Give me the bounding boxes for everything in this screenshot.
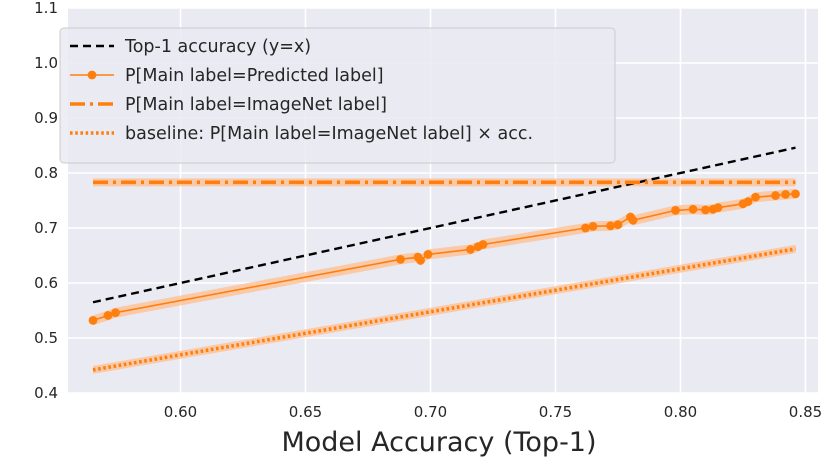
data-point	[103, 311, 113, 320]
legend-marker	[87, 70, 97, 80]
data-point	[606, 221, 615, 231]
y-tick-label: 0.9	[34, 109, 58, 127]
data-point	[466, 245, 475, 254]
data-point	[478, 240, 488, 249]
x-tick-label: 0.60	[164, 403, 197, 421]
legend: Top-1 accuracy (y=x) P[Main label=Predict…	[59, 27, 616, 164]
series-line	[92, 247, 796, 372]
y-tick-label: 1.0	[34, 54, 58, 72]
x-tick-label: 0.85	[789, 403, 822, 421]
confidence-band	[93, 244, 796, 374]
y-tick-label: 1.1	[34, 0, 58, 17]
y-tick-label: 0.8	[34, 164, 58, 182]
legend-label: baseline: P[Main label=ImageNet label] ×…	[125, 124, 533, 144]
y-tick-label: 0.4	[34, 384, 58, 402]
data-point	[588, 221, 598, 231]
data-point	[396, 254, 405, 264]
x-tick-label: 0.70	[414, 403, 447, 421]
data-point	[688, 204, 698, 214]
x-tick-labels: 0.60 0.65 0.70 0.75 0.80 0.85	[164, 403, 822, 421]
data-point	[423, 250, 433, 259]
y-tick-label: 0.5	[34, 329, 58, 347]
y-tick-label: 0.6	[34, 274, 58, 292]
data-point	[701, 205, 710, 215]
series-markers	[88, 189, 800, 325]
data-point	[713, 203, 723, 213]
data-point	[791, 189, 800, 199]
data-point	[88, 316, 98, 325]
legend-label: Top-1 accuracy (y=x)	[124, 37, 311, 57]
x-tick-label: 0.75	[539, 403, 572, 421]
data-point	[771, 191, 780, 200]
data-point	[781, 190, 790, 199]
y-tick-label: 0.7	[34, 219, 58, 237]
x-tick-label: 0.65	[289, 403, 322, 421]
legend-label: P[Main label=Predicted label]	[125, 66, 384, 86]
data-point	[671, 206, 680, 215]
legend-box	[59, 27, 616, 164]
data-point	[628, 215, 638, 225]
series-line	[92, 146, 796, 304]
data-point	[613, 220, 623, 230]
y-tick-labels: 0.4 0.5 0.6 0.7 0.8 0.9 1.0 1.1	[34, 0, 58, 402]
data-point	[751, 192, 760, 202]
data-point	[743, 197, 753, 207]
confidence-band	[93, 178, 796, 187]
data-point	[111, 308, 120, 318]
x-axis-label: Model Accuracy (Top-1)	[281, 427, 596, 458]
x-tick-label: 0.80	[664, 403, 697, 421]
data-point	[581, 223, 590, 233]
legend-label: P[Main label=ImageNet label]	[125, 95, 387, 115]
data-point	[416, 256, 425, 265]
